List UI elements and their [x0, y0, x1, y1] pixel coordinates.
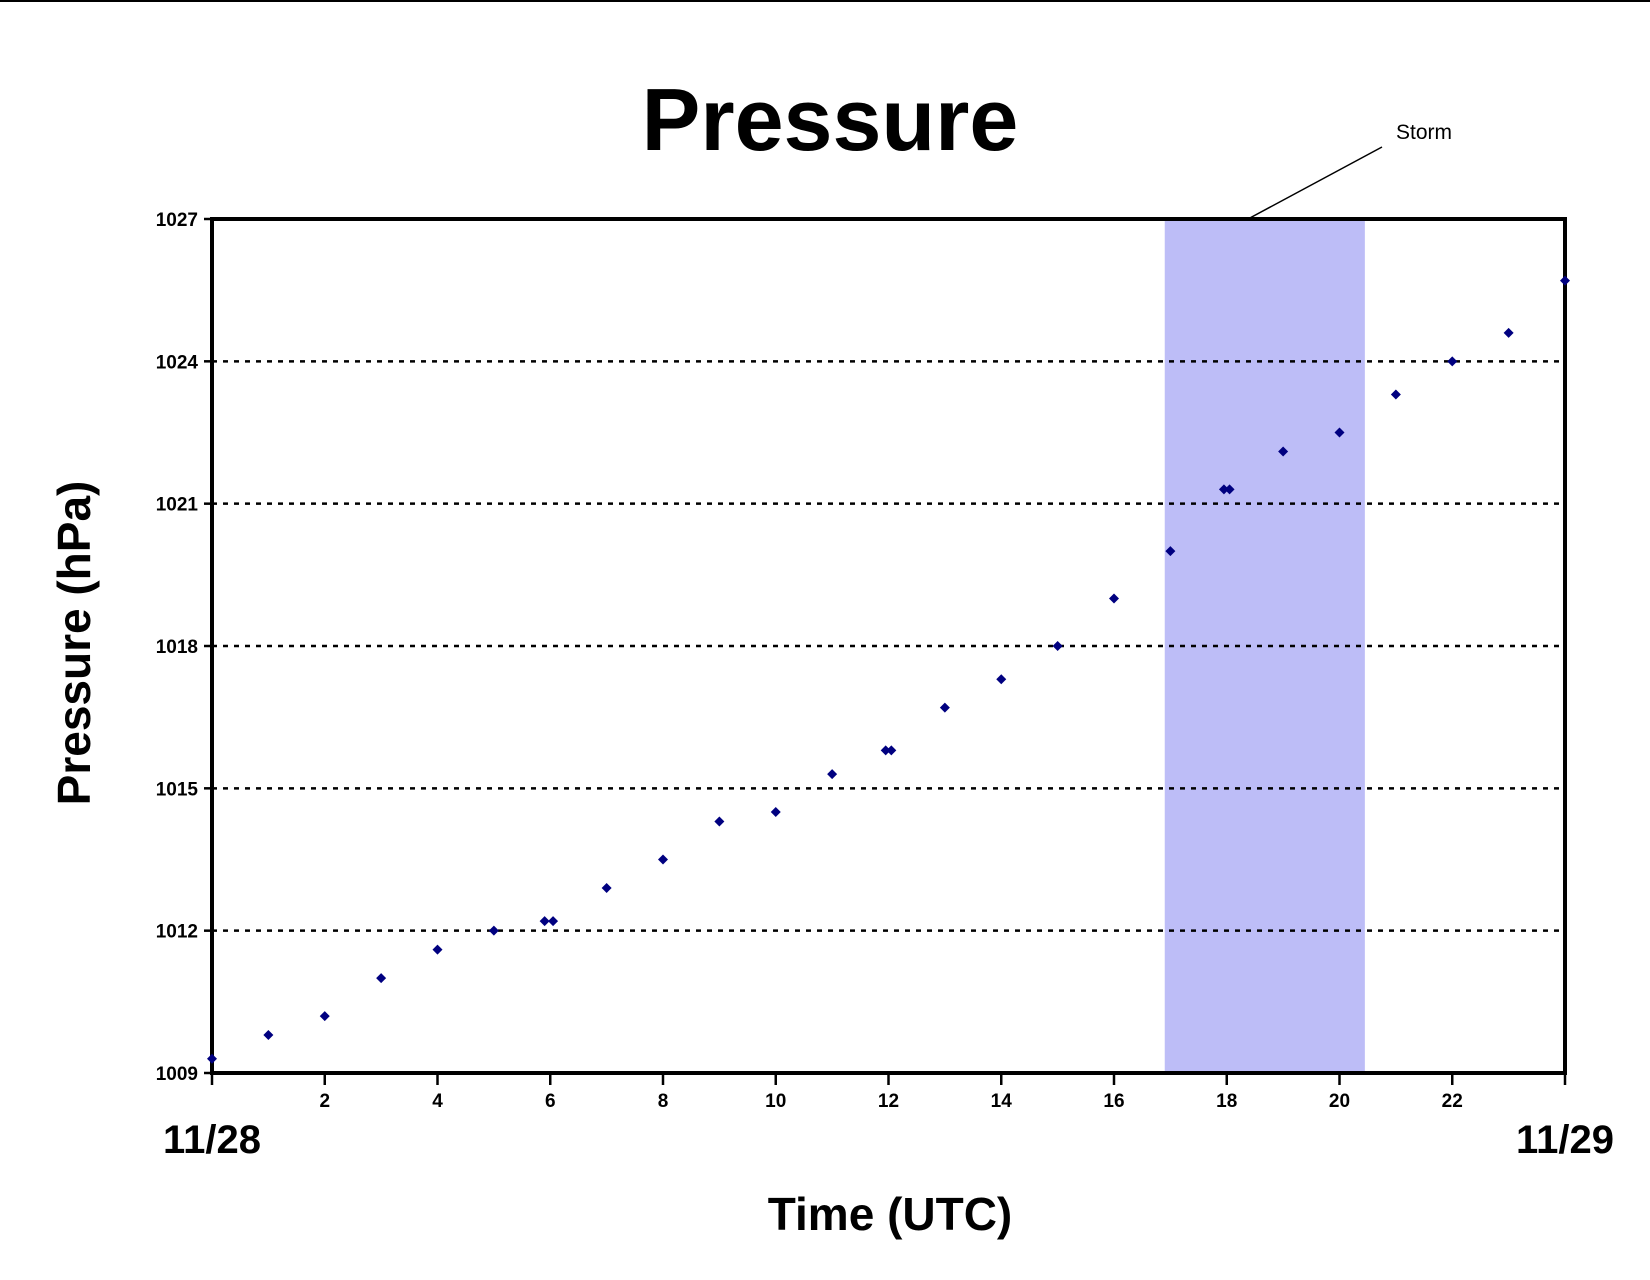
y-tick-label: 1024 — [156, 352, 199, 373]
y-tick-label: 1015 — [156, 779, 199, 800]
x-tick-label: 16 — [1103, 1091, 1124, 1112]
x-tick-label: 12 — [878, 1091, 899, 1112]
data-points — [207, 275, 1570, 1064]
data-point — [548, 916, 559, 927]
storm-annotation-label: Storm — [1396, 121, 1452, 144]
data-point — [996, 674, 1007, 685]
data-point — [432, 944, 443, 955]
x-axis-title: Time (UTC) — [768, 1188, 1013, 1240]
data-point — [1447, 356, 1458, 367]
x-tick-label: 8 — [658, 1091, 669, 1112]
data-point — [319, 1011, 330, 1022]
x-tick-label: 18 — [1216, 1091, 1237, 1112]
data-point — [1560, 275, 1570, 286]
x-tick-label: 2 — [319, 1091, 330, 1112]
data-point — [1165, 546, 1176, 557]
x-tick-label: 14 — [991, 1091, 1013, 1112]
data-point — [880, 745, 891, 756]
data-point — [488, 925, 499, 936]
chart-title: Pressure — [642, 70, 1019, 169]
data-point — [886, 745, 897, 756]
y-tick-label: 1012 — [156, 922, 198, 943]
data-point — [770, 807, 781, 818]
data-point — [1278, 446, 1289, 457]
data-point — [714, 816, 725, 827]
data-point — [539, 916, 550, 927]
y-tick-label: 1021 — [156, 495, 199, 516]
y-axis-title: Pressure (hPa) — [48, 481, 100, 806]
x-tick-label: 4 — [432, 1091, 443, 1112]
data-point — [1052, 641, 1063, 651]
data-point — [1218, 484, 1229, 495]
y-tick-label: 1018 — [156, 637, 198, 658]
x-tick-label: 6 — [545, 1091, 556, 1112]
storm-shaded-region — [1164, 219, 1365, 1073]
data-point — [1334, 427, 1345, 438]
data-point — [1390, 389, 1401, 400]
data-point — [1224, 484, 1235, 495]
storm-band-layer — [1164, 219, 1365, 1073]
x-tick-label: 10 — [765, 1091, 786, 1112]
data-point — [1109, 593, 1119, 604]
start-date-label: 11/28 — [163, 1118, 261, 1162]
data-point — [939, 702, 950, 713]
data-point — [658, 854, 668, 865]
data-point — [1503, 327, 1514, 338]
data-point — [376, 973, 387, 984]
data-point — [263, 1030, 274, 1041]
x-tick-label: 22 — [1442, 1091, 1463, 1112]
y-tick-label: 1009 — [156, 1064, 198, 1085]
data-point — [207, 1053, 217, 1064]
end-date-label: 11/29 — [1516, 1118, 1614, 1162]
x-tick-label: 20 — [1329, 1091, 1350, 1112]
data-point — [827, 769, 838, 780]
y-tick-label: 1027 — [156, 210, 198, 231]
data-point — [601, 882, 612, 893]
storm-annotation-leader — [1247, 146, 1383, 220]
